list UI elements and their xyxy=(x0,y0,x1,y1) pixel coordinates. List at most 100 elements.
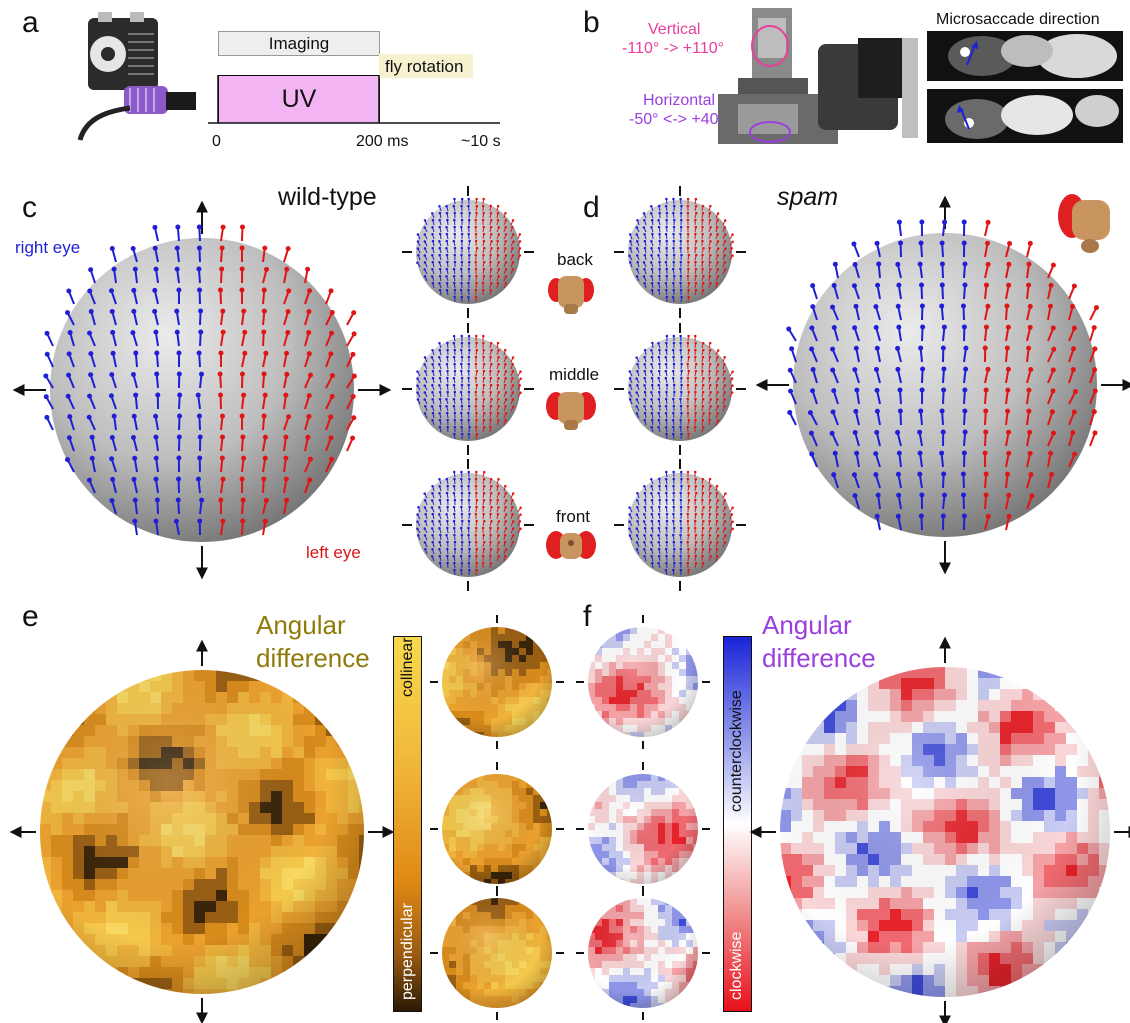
wildtype-small-2-arrowhead xyxy=(438,484,441,488)
angular-e-sphere-patch xyxy=(51,714,63,726)
spam-small-2-arrowhead xyxy=(708,477,712,481)
spam-small-1-arrowhead xyxy=(723,391,726,394)
wildtype-small-1-arrowhead xyxy=(438,348,442,352)
spam-small-0-arrowhead xyxy=(686,232,690,236)
spam-arrowhead xyxy=(1005,387,1011,393)
wildtype-small-2-arrowhead xyxy=(453,477,456,481)
angular-e-sphere-patch xyxy=(282,989,294,994)
wildtype-small-2-arrowhead xyxy=(430,499,434,502)
panel-letter-b: b xyxy=(583,6,600,39)
spam-small-0-arrowhead xyxy=(687,267,690,271)
spam-small-2-arrowhead xyxy=(650,478,653,481)
spam-small-2-arrowhead xyxy=(657,519,661,523)
angular-e-sphere-patch xyxy=(337,989,349,994)
wildtype-small-1-arrowhead xyxy=(438,356,441,359)
angular-f-sphere-patch xyxy=(780,942,792,954)
panel-letter-c: c xyxy=(22,191,37,224)
angular-f-sphere-patch xyxy=(824,964,836,976)
wildtype-small-1-arrowhead xyxy=(504,356,508,359)
wildtype-arrowhead xyxy=(109,309,115,315)
wildtype-small-1-arrowhead xyxy=(497,391,500,394)
angular-f-sphere-patch xyxy=(813,942,825,954)
wildtype-small-1-arrowhead xyxy=(438,390,442,394)
wildtype-small-0-arrowhead xyxy=(518,240,522,243)
spam-small-1-arrowhead xyxy=(708,355,712,359)
wildtype-small-2-arrowhead xyxy=(460,491,464,495)
spam-small-0-arrowhead xyxy=(723,261,727,264)
wildtype-small-1-arrowhead xyxy=(446,376,449,380)
wildtype-small-1-arrowhead xyxy=(460,418,463,422)
angular-e-small-2-patch xyxy=(456,996,464,1004)
wildtype-small-2-arrowhead xyxy=(446,505,449,509)
angular-e-sphere-patch xyxy=(62,681,74,693)
wildtype-arrowhead xyxy=(87,393,93,399)
wildtype-small-0-arrowhead xyxy=(431,246,434,250)
wildtype-small-0-arrowhead xyxy=(496,204,500,208)
wildtype-small-1-arrowhead xyxy=(460,376,464,380)
spam-small-1-arrowhead xyxy=(672,334,676,338)
wildtype-small-0-arrowhead xyxy=(468,239,471,243)
angular-e-small-2-patch xyxy=(463,1003,471,1008)
spam-small-2-arrowhead xyxy=(679,519,682,523)
wildtype-small-0-arrowhead xyxy=(468,211,471,215)
wildtype-small-1-arrowhead xyxy=(424,370,427,373)
wildtype-small-0-arrowhead xyxy=(475,204,479,208)
wildtype-small-2-arrowhead xyxy=(423,541,427,544)
spam-small-1-arrowhead xyxy=(665,383,669,387)
angular-e-small-0-patch xyxy=(526,732,534,737)
wildtype-arrowhead xyxy=(197,287,203,293)
spam-small-2-arrowhead xyxy=(672,470,675,474)
wildtype-small-1-arrowhead xyxy=(504,412,508,415)
spam-small-1-arrowhead xyxy=(650,405,653,408)
wildtype-small-2-arrowhead xyxy=(467,519,471,523)
angular-e-sphere-patch xyxy=(40,714,52,726)
spam-small-0-arrowhead xyxy=(635,247,639,250)
wildtype-small-2-arrowhead xyxy=(511,541,514,544)
wildtype-small-2-arrowhead xyxy=(453,568,456,572)
wildtype-arrowhead xyxy=(174,329,180,335)
spam-small-1-arrowhead xyxy=(650,411,654,415)
spam-small-1-arrowhead xyxy=(679,341,682,345)
wildtype-arrowhead xyxy=(306,330,312,336)
angular-f-sphere-patch xyxy=(813,711,825,723)
spam-arrowhead xyxy=(876,261,882,267)
wildtype-arrowhead xyxy=(153,455,159,461)
wildtype-small-0-arrowhead xyxy=(460,232,464,236)
angular-e-sphere-patch xyxy=(51,681,63,693)
spam-small-sphere-2 xyxy=(628,473,732,577)
spam-small-1-arrowhead xyxy=(716,412,719,415)
wildtype-arrowhead xyxy=(261,308,267,314)
wildtype-small-2-arrowhead xyxy=(452,554,456,558)
angular-e-small-1-patch xyxy=(533,879,541,884)
wildtype-small-2-arrowhead xyxy=(467,561,471,565)
wildtype-small-0-arrowhead xyxy=(460,197,464,201)
wildtype-small-2-arrowhead xyxy=(467,533,470,537)
spam-small-0-arrowhead xyxy=(723,254,726,257)
wildtype-arrowhead xyxy=(283,455,289,461)
spam-small-2-arrowhead xyxy=(701,554,704,558)
wildtype-arrowhead xyxy=(261,287,267,293)
angular-e-sphere-patch xyxy=(51,934,63,946)
spam-small-2-arrowhead xyxy=(673,547,676,551)
wildtype-small-1-arrowhead xyxy=(474,404,478,408)
spam-arrowhead xyxy=(960,303,966,309)
angular-e-sphere-patch xyxy=(337,714,349,726)
angular-f-sphere-patch xyxy=(780,986,792,997)
angular-f-sphere-patch xyxy=(879,667,891,679)
angular-f-sphere-patch xyxy=(791,964,803,976)
angular-f-sphere-patch xyxy=(824,667,836,679)
wildtype-small-2-arrowhead xyxy=(437,513,441,516)
wildtype-small-2-arrowhead xyxy=(489,477,493,481)
wildtype-small-1-arrowhead xyxy=(423,391,427,394)
spam-small-0-arrowhead xyxy=(665,295,669,299)
wildtype-small-0-arrowhead xyxy=(438,267,442,271)
angular-e-sphere-patch xyxy=(117,989,129,994)
spam-arrowhead xyxy=(961,219,967,225)
wildtype-small-0-arrowhead xyxy=(452,267,456,271)
spam-small-1-arrowhead xyxy=(694,404,697,408)
spam-small-0-arrowhead xyxy=(679,288,683,292)
wildtype-small-2-arrowhead xyxy=(431,533,434,537)
spam-small-2-arrowhead xyxy=(672,519,675,523)
spam-small-0-arrowhead xyxy=(658,211,661,215)
angular-f-sphere-patch xyxy=(780,887,792,899)
